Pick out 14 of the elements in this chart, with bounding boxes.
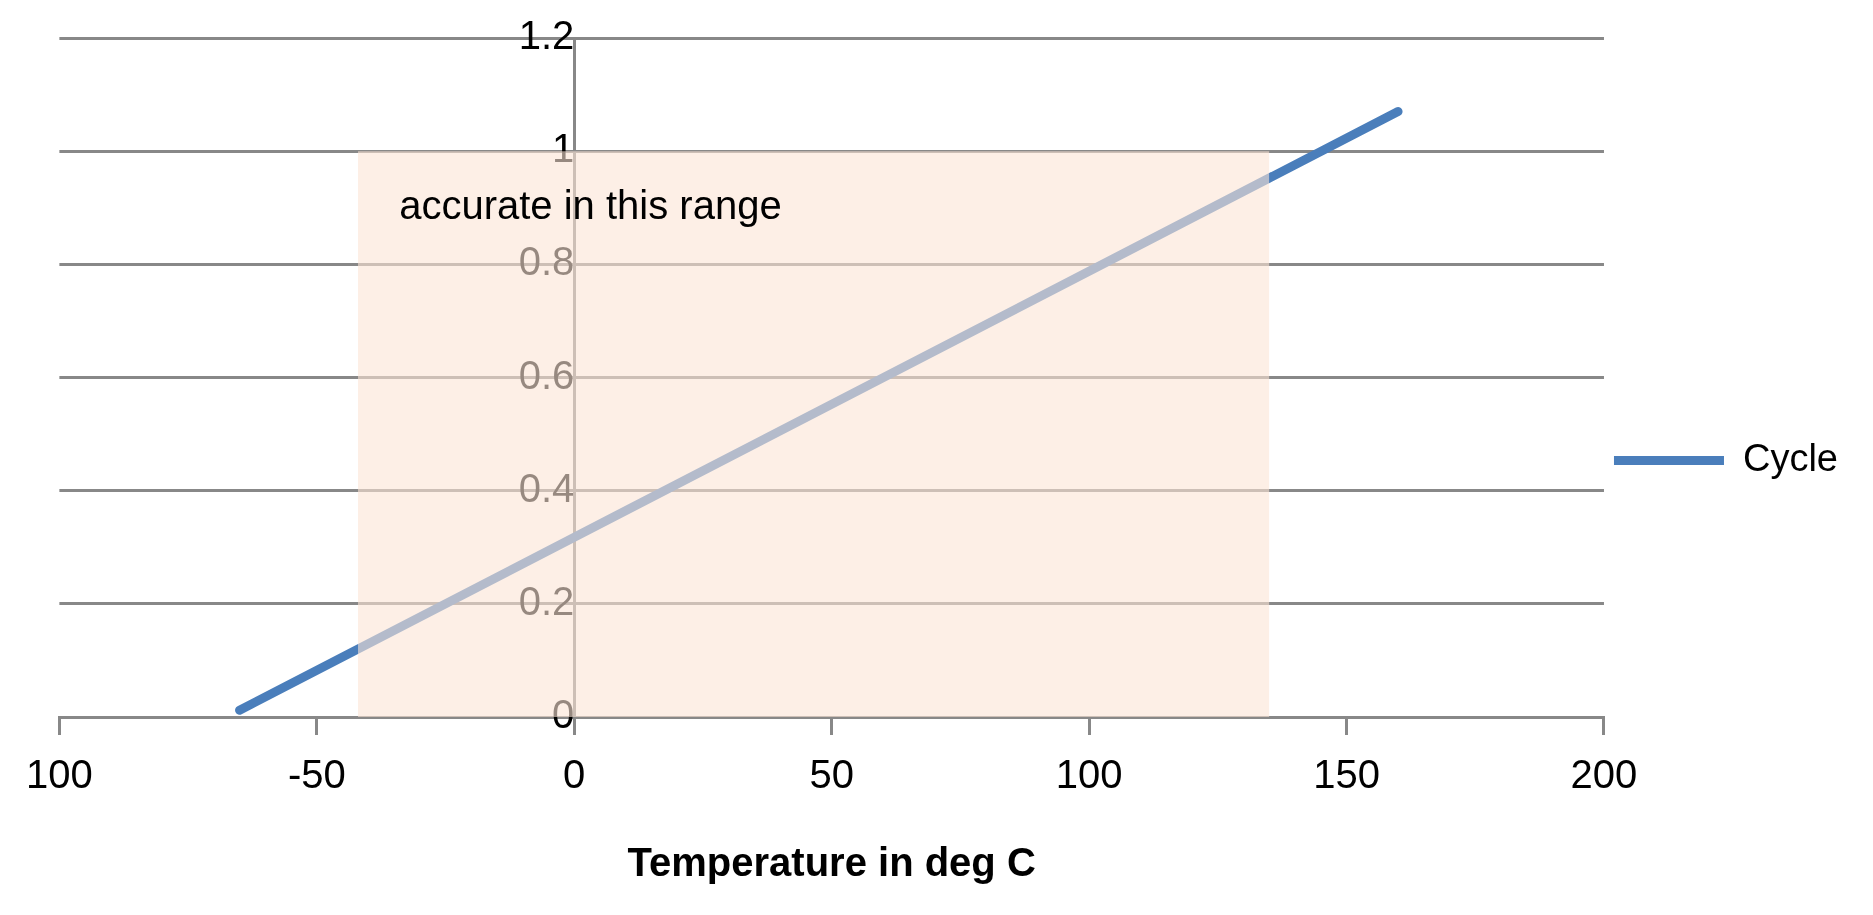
y-tick-label: 1.2: [518, 13, 575, 58]
legend-label: Cycle: [1742, 436, 1839, 479]
y-tick-label: 0.6: [518, 352, 575, 397]
x-tick-label: 200: [1570, 752, 1638, 797]
x-tick-label: 100: [25, 752, 93, 797]
y-tick-label: 0.8: [518, 239, 575, 284]
y-tick-label: 0.4: [518, 465, 575, 510]
x-tick-label: -50: [287, 752, 346, 797]
x-axis-title: Temperature in deg C: [627, 840, 1036, 885]
y-tick-label: 0.2: [518, 578, 575, 623]
x-tick-label: 150: [1313, 752, 1380, 797]
annotation: accurate in this range: [399, 182, 782, 227]
x-tick-label: 100: [1055, 752, 1123, 797]
x-tick-label: 50: [809, 752, 854, 797]
